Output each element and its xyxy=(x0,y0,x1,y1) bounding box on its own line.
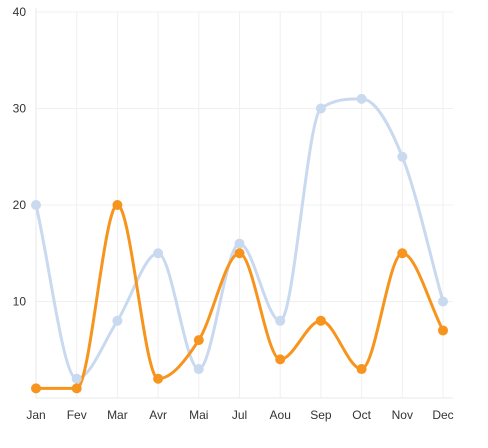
series-1-point-jul[interactable] xyxy=(234,238,245,249)
x-tick-label: Mar xyxy=(107,408,128,422)
series-1-point-avr[interactable] xyxy=(153,248,164,259)
x-tick-label: Oct xyxy=(352,408,371,422)
x-tick-label: Avr xyxy=(149,408,167,422)
series-2-point-avr[interactable] xyxy=(153,373,164,384)
x-tick-label: Jan xyxy=(26,408,45,422)
grid-lines xyxy=(35,11,453,398)
series-2-point-sep[interactable] xyxy=(315,315,326,326)
series-2-point-oct[interactable] xyxy=(356,364,367,375)
y-axis-tick-labels: 10 20 30 40 xyxy=(13,5,27,309)
series-1-point-mar[interactable] xyxy=(112,315,123,326)
y-tick-label: 40 xyxy=(13,5,27,19)
series-1-point-mai[interactable] xyxy=(193,364,204,375)
series-1-point-fev[interactable] xyxy=(71,373,82,384)
x-tick-label: Aou xyxy=(270,408,291,422)
y-tick-label: 10 xyxy=(13,295,27,309)
series-2-point-jan[interactable] xyxy=(31,383,41,394)
series-1-point-nov[interactable] xyxy=(397,151,408,162)
series-2-point-aou[interactable] xyxy=(275,354,286,365)
x-axis-tick-labels: Jan Fev Mar Avr Mai Jul Aou Sep Oct Nov Dec xyxy=(26,408,453,422)
series-2-point-mar[interactable] xyxy=(112,200,123,210)
series-1-point-dec[interactable] xyxy=(438,296,448,307)
series-2-point-jul[interactable] xyxy=(234,248,245,259)
series-2-point-dec[interactable] xyxy=(438,325,448,336)
x-tick-label: Nov xyxy=(392,408,413,422)
series-2-point-fev[interactable] xyxy=(71,383,82,394)
series-1-point-jan[interactable] xyxy=(31,200,41,210)
x-tick-label: Jul xyxy=(232,408,247,422)
series-2-point-nov[interactable] xyxy=(397,248,408,259)
x-tick-label: Fev xyxy=(67,408,87,422)
y-tick-label: 20 xyxy=(13,198,27,212)
series-line-2 xyxy=(34,203,445,390)
series-1-point-aou[interactable] xyxy=(275,315,286,326)
x-tick-label: Sep xyxy=(310,408,332,422)
x-tick-label: Mai xyxy=(189,408,208,422)
axes xyxy=(35,8,453,399)
series-1-point-sep[interactable] xyxy=(315,103,326,114)
series-1-point-oct[interactable] xyxy=(356,93,367,104)
series-2-point-mai[interactable] xyxy=(193,335,204,346)
data-points xyxy=(31,93,448,394)
x-tick-label: Dec xyxy=(432,408,453,422)
y-tick-label: 30 xyxy=(13,102,27,116)
